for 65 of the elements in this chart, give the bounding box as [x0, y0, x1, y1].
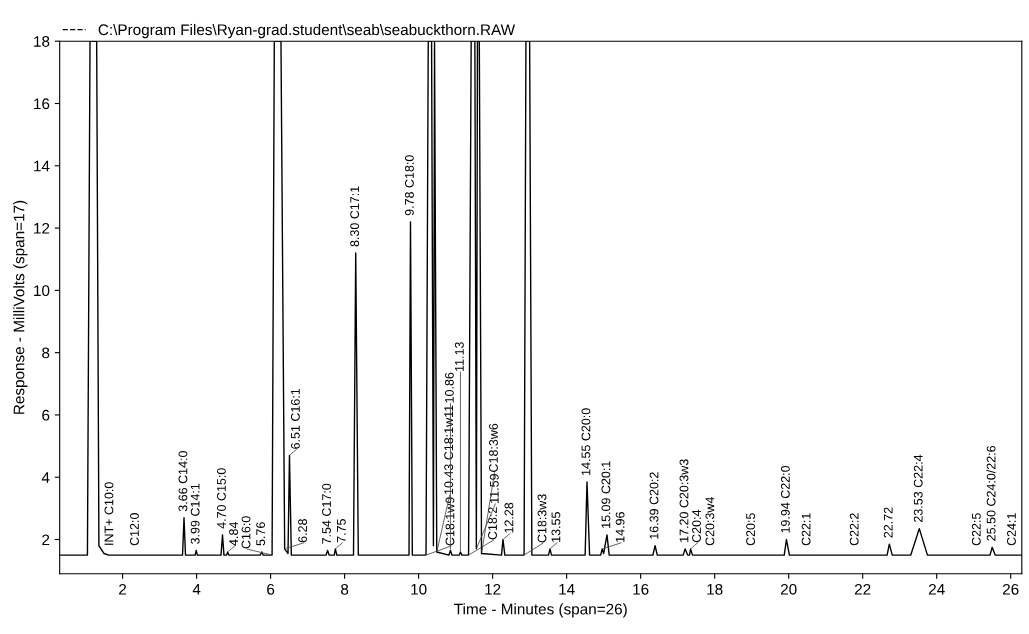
- annotation: 14.55 C20:0: [581, 408, 591, 475]
- annotation: C12:0: [130, 513, 139, 546]
- y-tick-label: 10: [34, 285, 50, 297]
- y-tick-label: 2: [42, 534, 50, 546]
- annotation: C20:4: [692, 509, 701, 543]
- annotation: 3.99 C14:1: [190, 483, 200, 544]
- x-tick-label: 22: [854, 583, 871, 595]
- y-tick-label: 8: [42, 347, 50, 359]
- annotation: 4.84: [229, 522, 239, 546]
- annotation: 10.86: [444, 372, 454, 403]
- y-tick-label: 4: [41, 472, 50, 483]
- x-tick-label: 8: [341, 583, 349, 595]
- y-tick-label: 6: [42, 409, 50, 421]
- annotation: 7.54 C17:0: [322, 483, 331, 544]
- x-tick-label: 12: [485, 583, 501, 595]
- y-axis-title: Response - MilliVolts (span=17): [13, 200, 28, 414]
- annotation: 22.72: [883, 507, 893, 538]
- x-tick-label: 20: [780, 583, 797, 595]
- y-tick-label: 16: [34, 98, 50, 110]
- annotation: C22:2: [849, 513, 859, 546]
- annotation: 17.20 C20:3w3: [679, 459, 689, 542]
- annotation: C22:1: [801, 513, 811, 546]
- annotation: 6.28: [298, 519, 308, 543]
- x-tick-label: 18: [707, 583, 723, 595]
- annotation: C18:2: [488, 507, 497, 540]
- x-tick-label: 10: [411, 583, 427, 595]
- x-tick-label: 6: [267, 583, 275, 595]
- y-tick-label: 12: [34, 222, 50, 234]
- annotation: 11.59: [489, 474, 499, 503]
- legend-label: C:\Program Files\Ryan-grad.student\seab\seabuckthorn.RAW: [98, 23, 516, 39]
- annotation: 23.53 C22:4: [913, 454, 923, 522]
- annotation: C16:0: [241, 516, 251, 549]
- x-tick-label: 4: [192, 584, 201, 595]
- annotation: INT+ C10:0: [104, 482, 114, 545]
- annotation: 4.70 C15:0: [217, 468, 226, 529]
- annotation: C20:3w4: [705, 497, 715, 546]
- annotation: C18:3w3: [537, 494, 547, 543]
- y-tick-label: 18: [34, 36, 50, 47]
- annotation: 10.43 C18:1w11: [444, 405, 454, 495]
- annotation: C20:5: [746, 513, 756, 546]
- x-tick-label: 2: [119, 583, 127, 595]
- annotation: 5.76: [256, 522, 266, 546]
- annotation: 14.96: [615, 512, 625, 542]
- annotation: 13.55: [551, 512, 561, 542]
- annotation: C18:3w6: [489, 423, 498, 472]
- annotation: C18:1w9: [445, 497, 455, 546]
- annotation: 3.66 C14:0: [178, 451, 188, 512]
- annotation: 11.13: [454, 342, 464, 372]
- annotation: 12.28: [504, 502, 514, 533]
- x-tick-label: 24: [928, 583, 945, 595]
- y-tick-label: 14: [34, 160, 50, 172]
- annotation: 6.51 C16:1: [290, 388, 300, 449]
- annotation: 16.39 C20:2: [649, 472, 659, 539]
- annotation: 9.78 C18:0: [404, 155, 414, 216]
- x-axis-title: Time - Minutes (span=26): [454, 603, 627, 618]
- annotation: 19.94 C22:0: [780, 465, 790, 533]
- annotation: 15.09 C20:1: [601, 461, 611, 528]
- annotation: 8.30 C17:1: [350, 186, 360, 247]
- x-tick-label: 26: [1002, 583, 1019, 595]
- annotation: C24:1: [1007, 513, 1016, 546]
- x-tick-label: 14: [559, 584, 575, 595]
- annotation: C22:5: [971, 513, 981, 546]
- x-tick-label: 16: [633, 583, 649, 595]
- annotation: 25.50 C24:0/22:6: [986, 445, 996, 541]
- annotation: 7.75: [337, 519, 346, 543]
